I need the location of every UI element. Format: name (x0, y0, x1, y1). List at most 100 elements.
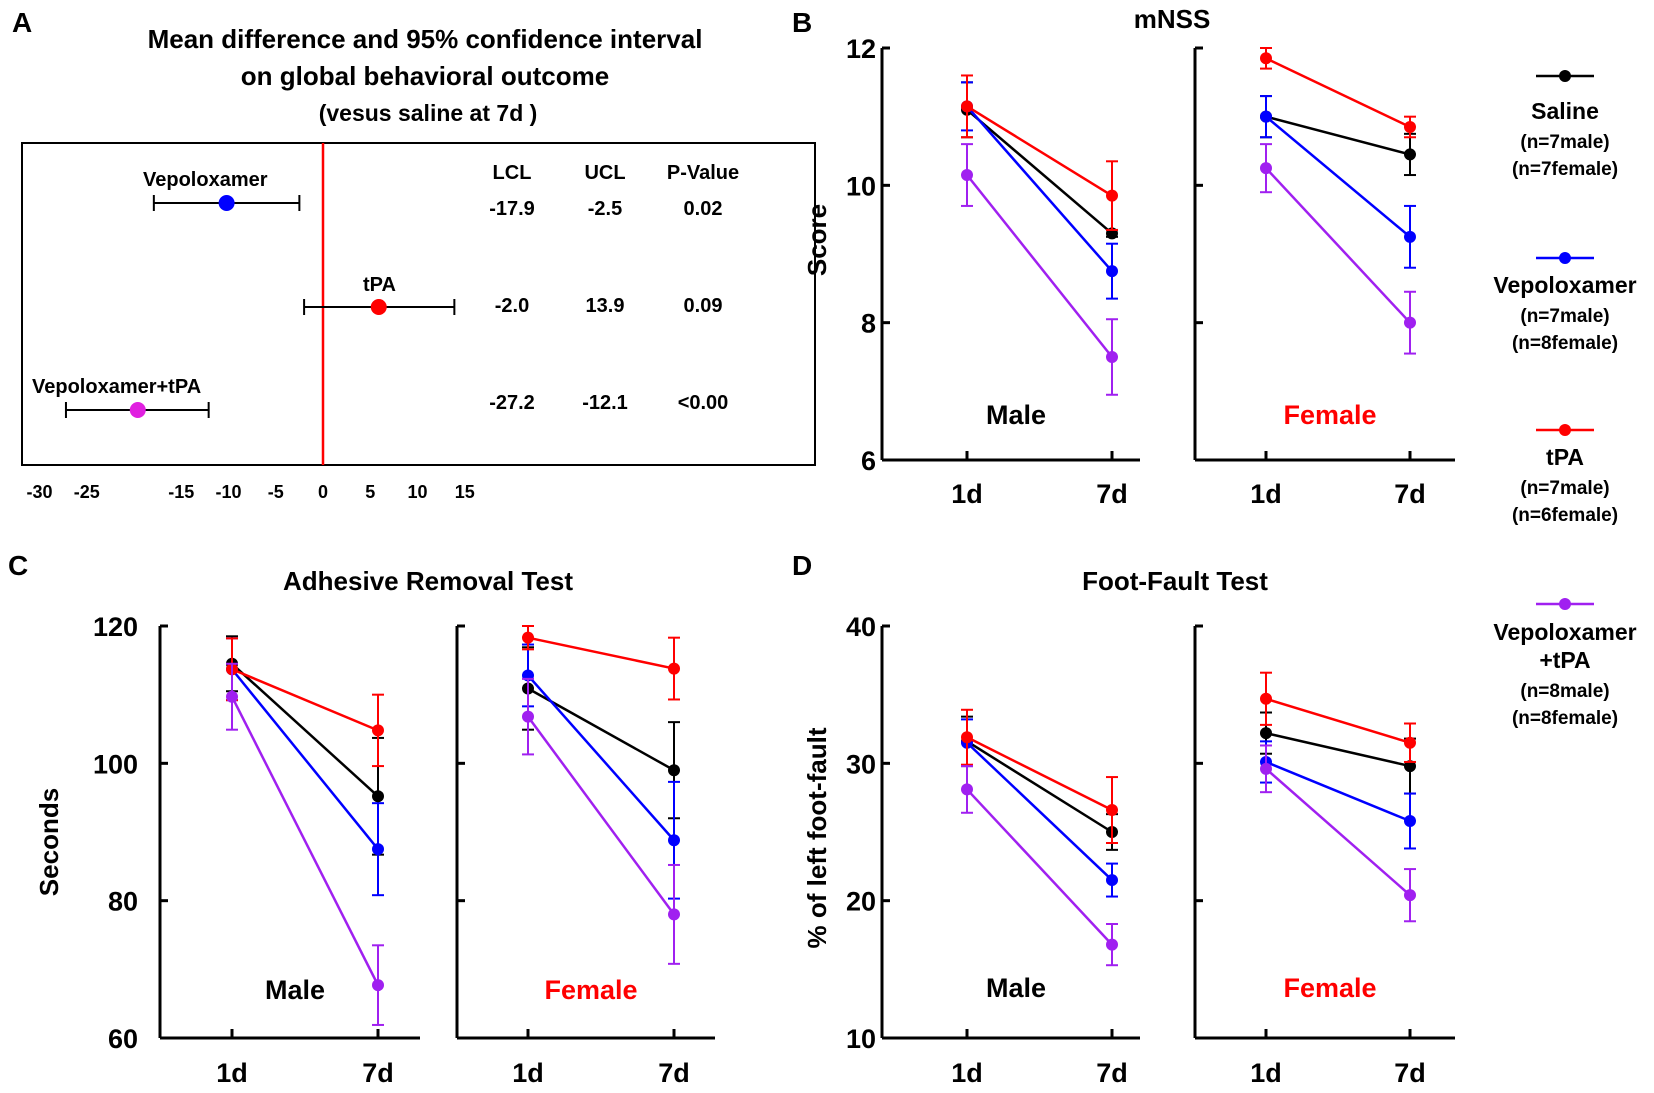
legend-name-tpa: tPA (1546, 444, 1584, 470)
footfault-title: Foot-Fault Test (1082, 566, 1268, 596)
footfault-x-tick-label-7d: 7d (1394, 1058, 1426, 1088)
footfault-y-tick-label: 10 (846, 1024, 876, 1054)
mnss-subplot-male: 1d 7d Male (880, 46, 1140, 509)
footfault-series-line-saline (966, 740, 1113, 834)
forest-ucl-vepoloxamer: -2.5 (588, 198, 622, 220)
footfault-point-vepoloxamer-tpa-1d (961, 783, 973, 796)
mnss-point-vepoloxamer-tpa-7d (1106, 351, 1118, 363)
forest-x-tick: -25 (74, 482, 100, 502)
mnss-y-tick-label: 6 (861, 446, 876, 476)
adhesive-point-tpa-7d (372, 724, 384, 737)
mnss-title: mNSS (1134, 4, 1211, 34)
adhesive-y-tick-label: 80 (108, 887, 138, 917)
mnss-point-vepoloxamer-tpa-1d (1260, 162, 1272, 175)
footfault-series-saline (1260, 711, 1416, 795)
footfault-point-vepoloxamer-7d (1404, 815, 1416, 828)
forest-point-vepoloxamer (218, 195, 235, 211)
mnss-chart: mNSS Score 6 8 10 12 1d 7d Male 1d 7d Female (802, 4, 1455, 509)
adhesive-y-axis-label: Seconds (34, 788, 64, 896)
footfault-series-saline (961, 715, 1118, 851)
footfault-subplot-label-male: Male (986, 973, 1046, 1003)
adhesive-y-tick-label: 100 (93, 749, 138, 779)
mnss-subplot-label-male: Male (986, 400, 1046, 430)
footfault-series-vepoloxamer-tpa (961, 765, 1118, 967)
adhesive-point-vepoloxamer-tpa-1d (522, 710, 534, 723)
forest-x-tick: -5 (268, 482, 284, 502)
mnss-series-saline (961, 81, 1118, 240)
adhesive-series-vepoloxamer-tpa (226, 662, 384, 1026)
adhesive-series-saline (226, 635, 384, 856)
footfault-point-tpa-1d (1260, 692, 1272, 705)
mnss-series-line-saline (1265, 115, 1411, 156)
mnss-series-tpa (1260, 47, 1416, 139)
adhesive-point-tpa-1d (522, 631, 534, 644)
mnss-series-line-tpa (966, 105, 1113, 197)
forest-row-label-combo: Vepoloxamer+tPA (32, 376, 201, 398)
mnss-x-tick-label-7d: 7d (1096, 479, 1128, 509)
forest-p-combo: <0.00 (678, 392, 729, 414)
footfault-subplot-label-female: Female (1283, 973, 1376, 1003)
footfault-subplot-female: 1d 7d Female (1193, 624, 1455, 1088)
adhesive-point-vepoloxamer-tpa-7d (372, 979, 384, 992)
footfault-y-tick-label: 30 (846, 749, 876, 779)
mnss-point-saline-7d (1404, 148, 1416, 161)
legend-entry-vepoloxamer: Vepoloxamer (n=7male) (n=8female) (1493, 252, 1637, 354)
adhesive-series-line-tpa (231, 668, 379, 732)
legend-n-male-tpa: (n=7male) (1520, 478, 1609, 499)
forest-x-ticks: -30 -25 -15 -10 -5 0 5 10 15 (26, 482, 474, 502)
footfault-point-saline-7d (1404, 760, 1416, 773)
mnss-point-vepoloxamer-tpa-7d (1404, 316, 1416, 329)
footfault-point-saline-1d (1260, 727, 1272, 740)
forest-ucl-combo: -12.1 (582, 392, 628, 414)
footfault-point-vepoloxamer-tpa-7d (1106, 938, 1118, 951)
footfault-x-tick-label-1d: 1d (951, 1058, 983, 1088)
mnss-series-tpa (961, 74, 1118, 231)
forest-lcl-combo: -27.2 (489, 392, 535, 414)
adhesive-point-saline-7d (372, 790, 384, 803)
forest-row-label-tpa: tPA (363, 274, 396, 296)
mnss-y-tick-label: 8 (861, 309, 876, 339)
mnss-series-line-vepoloxamer (966, 105, 1113, 272)
forest-x-tick: -15 (168, 482, 194, 502)
footfault-y-tick-label: 20 (846, 887, 876, 917)
footfault-series-line-vepoloxamer (1265, 760, 1411, 823)
forest-col-lcl: LCL (493, 162, 532, 184)
footfault-y-tick-label: 40 (846, 612, 876, 642)
footfault-series-line-saline (1265, 731, 1411, 768)
adhesive-point-vepoloxamer-tpa-1d (226, 690, 238, 703)
footfault-series-vepoloxamer-tpa (1260, 744, 1416, 923)
forest-x-tick: -10 (215, 482, 241, 502)
forest-col-ucl: UCL (584, 162, 625, 184)
mnss-series-vepoloxamer-tpa (1260, 143, 1416, 355)
legend-marker-saline (1559, 70, 1571, 82)
legend-entry-tpa: tPA (n=7male) (n=6female) (1512, 424, 1618, 526)
legend-marker-vepoloxamer (1559, 252, 1571, 264)
legend-n-female-vepoloxamer: (n=8female) (1512, 333, 1618, 354)
mnss-x-tick-label-1d: 1d (1250, 479, 1282, 509)
forest-subtitle: (vesus saline at 7d ) (319, 100, 538, 126)
mnss-y-axis-label: Score (802, 204, 832, 276)
footfault-point-vepoloxamer-tpa-1d (1260, 762, 1272, 775)
legend: Saline (n=7male) (n=7female) Vepoloxamer… (1493, 70, 1637, 729)
footfault-series-line-vepoloxamer-tpa (1265, 767, 1411, 897)
footfault-subplot-male: 1d 7d Male (880, 624, 1140, 1088)
adhesive-y-tick-label: 120 (93, 612, 138, 642)
footfault-point-tpa-7d (1404, 736, 1416, 749)
forest-title-line-1: Mean difference and 95% confidence inter… (148, 24, 703, 54)
legend-name-combo-line-1: Vepoloxamer (1493, 619, 1636, 645)
adhesive-subplot-label-female: Female (544, 975, 637, 1005)
legend-entry-saline: Saline (n=7male) (n=7female) (1512, 70, 1618, 180)
foot-fault-chart: Foot-Fault Test % of left foot-fault 10 2… (802, 566, 1455, 1088)
adhesive-series-line-saline (231, 662, 379, 798)
mnss-series-line-vepoloxamer (1265, 115, 1411, 238)
footfault-series-line-vepoloxamer-tpa (966, 788, 1113, 946)
forest-x-tick: 10 (407, 482, 427, 502)
adhesive-y-tick-label: 60 (108, 1024, 138, 1054)
adhesive-x-tick-label-7d: 7d (658, 1058, 690, 1088)
adhesive-x-tick-label-7d: 7d (362, 1058, 394, 1088)
adhesive-series-line-vepoloxamer-tpa (526, 715, 676, 916)
mnss-point-vepoloxamer-1d (1260, 110, 1272, 123)
mnss-series-vepoloxamer (1260, 95, 1416, 269)
forest-interval-tpa (303, 299, 456, 315)
